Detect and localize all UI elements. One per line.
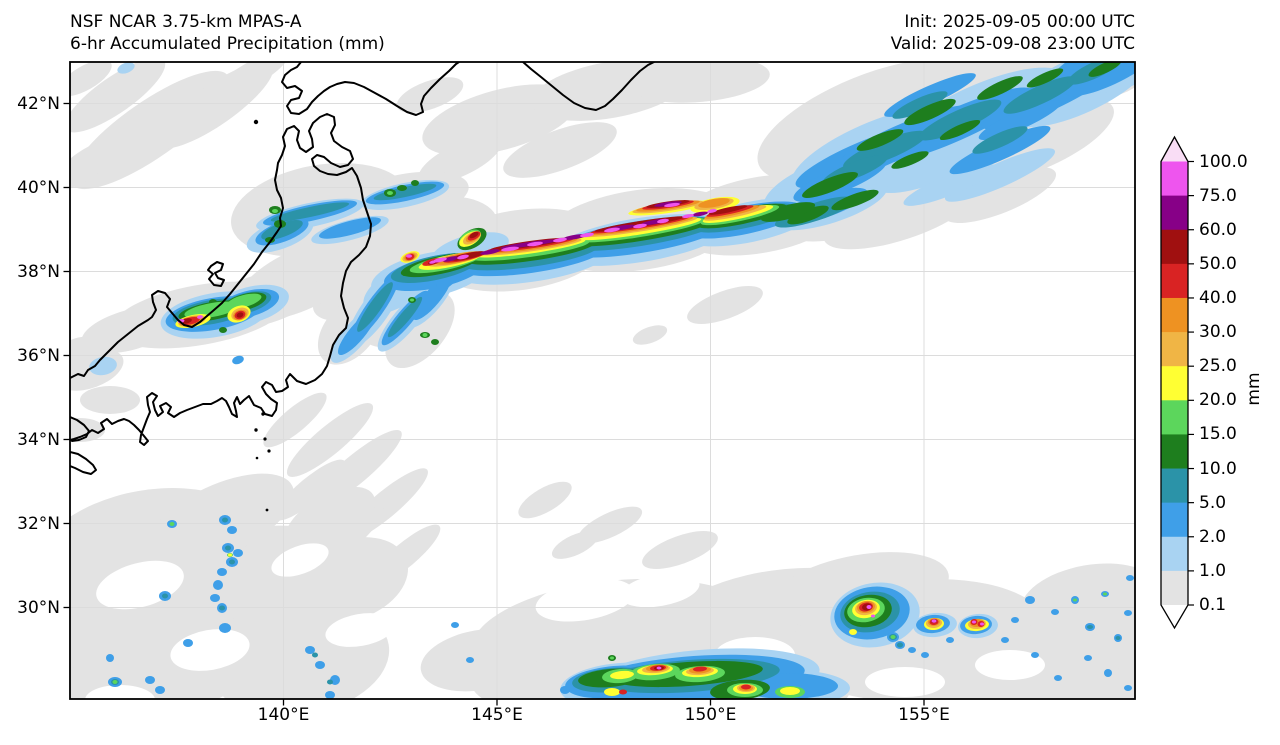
lat-tick-label: 42°N [17, 93, 60, 114]
colorbar-tick-label: 10.0 [1199, 458, 1237, 479]
title-line-2: 6-hr Accumulated Precipitation (mm) [70, 34, 385, 54]
colorbar-tick-label: 25.0 [1199, 356, 1237, 377]
coastline-hokkaido-east [522, 62, 655, 111]
run-time-info: Init: 2025-09-05 00:00 UTC Valid: 2025-09… [891, 11, 1135, 55]
colorbar-tick-label: 1.0 [1199, 560, 1227, 581]
lat-tick-label: 32°N [17, 513, 60, 534]
lon-tick-label: 150°E [684, 705, 737, 725]
colorbar-tick-label: 20.0 [1199, 390, 1237, 411]
coastlines [70, 62, 655, 512]
small-islands [253, 119, 271, 512]
colorbar-tick-label: 40.0 [1199, 287, 1237, 308]
coastline-sado-island [207, 261, 225, 287]
colorbar-tick-label: 50.0 [1199, 253, 1237, 274]
colorbar-tick-label: 100.0 [1199, 151, 1248, 172]
colorbar-tick-label: 60.0 [1199, 219, 1237, 240]
colorbar-tick-label: 5.0 [1199, 492, 1227, 513]
gridlines [70, 62, 1135, 699]
coastline-hokkaido-oshima [281, 62, 460, 116]
lon-tick-label: 140°E [257, 705, 310, 725]
coastline-shikoku [70, 416, 97, 475]
colorbar-tick-label: 15.0 [1199, 424, 1237, 445]
init-time-label: Init: 2025-09-05 00:00 UTC [904, 12, 1135, 32]
precipitation-field [89, 62, 1135, 699]
title-line-1: NSF NCAR 3.75-km MPAS-A [70, 12, 302, 32]
colorbar-tick-label: 30.0 [1199, 322, 1237, 343]
lon-tick-label: 145°E [471, 705, 523, 725]
coastline-honshu [70, 113, 372, 446]
lat-tick-label: 30°N [17, 597, 60, 618]
colorbar-tick-label: 75.0 [1199, 185, 1237, 206]
figure-title: NSF NCAR 3.75-km MPAS-A 6-hr Accumulated … [70, 11, 385, 55]
colorbar-tick-label: 0.1 [1199, 595, 1227, 615]
valid-time-label: Valid: 2025-09-08 23:00 UTC [890, 34, 1135, 54]
lon-tick-label: 155°E [898, 705, 950, 725]
colorbar-unit-label: mm [1244, 372, 1264, 406]
colorbar-tick-label: 2.0 [1199, 526, 1227, 547]
lat-tick-label: 40°N [17, 177, 60, 198]
plot-frame [63, 61, 1136, 706]
lat-tick-label: 34°N [17, 429, 60, 450]
lat-tick-label: 38°N [17, 261, 60, 282]
lat-tick-label: 36°N [17, 345, 60, 366]
